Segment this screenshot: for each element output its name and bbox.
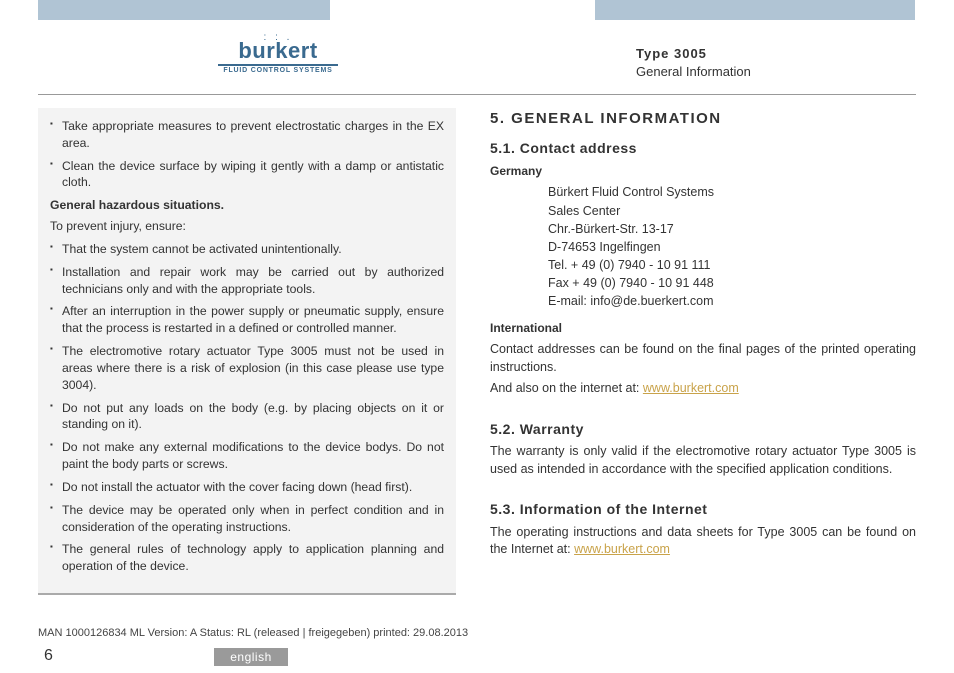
internet-info-text: The operating instructions and data shee… xyxy=(490,524,916,559)
brand-name: burkert xyxy=(218,40,338,62)
page-number: 6 xyxy=(44,647,53,665)
list-item: That the system cannot be activated unin… xyxy=(50,241,444,258)
top-bar-right xyxy=(595,0,915,20)
top-bar-left xyxy=(38,0,330,20)
right-column: 5. GENERAL INFORMATION 5.1. Contact addr… xyxy=(490,108,916,563)
section-5-3-heading: 5.3. Information of the Internet xyxy=(490,500,916,520)
list-item: Do not put any loads on the body (e.g. b… xyxy=(50,400,444,434)
header-right: Type 3005 General Information xyxy=(636,46,751,79)
bullets-b: That the system cannot be activated unin… xyxy=(50,241,444,575)
language-badge: english xyxy=(214,648,288,666)
section-5-1-heading: 5.1. Contact address xyxy=(490,139,916,159)
addr-line: Chr.-Bürkert-Str. 13-17 xyxy=(548,220,916,238)
brand-logo: : : . burkert FLUID CONTROL SYSTEMS xyxy=(218,36,338,84)
top-color-bars xyxy=(0,0,954,20)
addr-line: Sales Center xyxy=(548,202,916,220)
type-line: Type 3005 xyxy=(636,46,751,61)
addr-line: Tel. + 49 (0) 7940 - 10 91 111 xyxy=(548,256,916,274)
section-5-heading: 5. GENERAL INFORMATION xyxy=(490,108,916,129)
addr-line: E-mail: info@de.buerkert.com xyxy=(548,292,916,310)
list-item: The electromotive rotary actuator Type 3… xyxy=(50,343,444,393)
list-item: Take appropriate measures to prevent ele… xyxy=(50,118,444,152)
intl-text: Contact addresses can be found on the fi… xyxy=(490,341,916,376)
germany-label: Germany xyxy=(490,163,916,180)
section-5-2-heading: 5.2. Warranty xyxy=(490,420,916,440)
internet-line: And also on the internet at: www.burkert… xyxy=(490,380,916,398)
section-line: General Information xyxy=(636,64,751,79)
address-block: Bürkert Fluid Control Systems Sales Cent… xyxy=(548,183,916,310)
burkert-link-2[interactable]: www.burkert.com xyxy=(574,542,670,556)
international-label: International xyxy=(490,320,916,337)
addr-line: Bürkert Fluid Control Systems xyxy=(548,183,916,201)
list-item: Clean the device surface by wiping it ge… xyxy=(50,158,444,192)
list-item: The general rules of technology apply to… xyxy=(50,541,444,575)
list-item: The device may be operated only when in … xyxy=(50,502,444,536)
list-item: Installation and repair work may be carr… xyxy=(50,264,444,298)
hazard-subhead: General hazardous situations. xyxy=(50,197,444,214)
list-item: Do not make any external modifications t… xyxy=(50,439,444,473)
addr-line: D-74653 Ingelfingen xyxy=(548,238,916,256)
brand-tagline: FLUID CONTROL SYSTEMS xyxy=(218,64,338,74)
prevent-line: To prevent injury, ensure: xyxy=(50,218,444,235)
left-column-box: Take appropriate measures to prevent ele… xyxy=(38,108,456,595)
warranty-text: The warranty is only valid if the electr… xyxy=(490,443,916,478)
list-item: Do not install the actuator with the cov… xyxy=(50,479,444,496)
addr-line: Fax + 49 (0) 7940 - 10 91 448 xyxy=(548,274,916,292)
footer-meta: MAN 1000126834 ML Version: A Status: RL … xyxy=(38,627,468,639)
list-item: After an interruption in the power suppl… xyxy=(50,303,444,337)
bullets-a: Take appropriate measures to prevent ele… xyxy=(50,118,444,191)
internet-pre: And also on the internet at: xyxy=(490,381,643,395)
burkert-link[interactable]: www.burkert.com xyxy=(643,381,739,395)
header-rule xyxy=(38,94,916,95)
internet-info-pre: The operating instructions and data shee… xyxy=(490,525,916,557)
